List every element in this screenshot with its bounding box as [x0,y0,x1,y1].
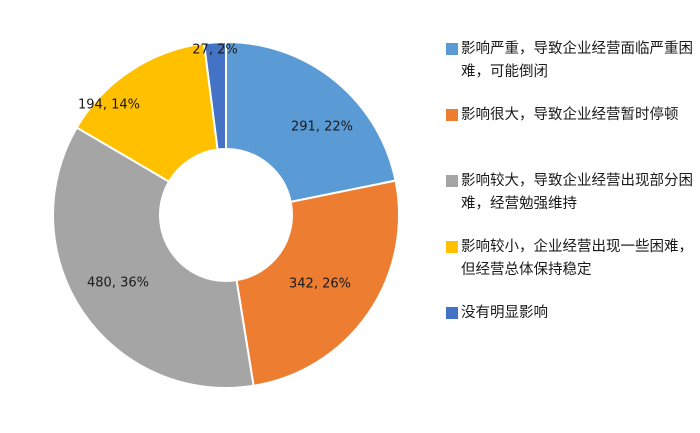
legend-item-5: 没有明显影响 [446,302,696,332]
donut-slice-2 [235,179,400,387]
slice-label-1: 291, 22% [291,120,353,135]
donut-slice-4 [75,42,219,184]
legend-swatch [446,175,458,187]
legend-swatch [446,43,458,55]
donut-slice-1 [225,40,397,204]
slice-labels: 291, 22% 342, 26% 480, 36% 194, 14% 27, 2% [78,43,353,292]
slice-label-5: 27, 2% [192,43,237,58]
legend-swatch [446,307,458,319]
slice-label-4: 194, 14% [78,98,140,113]
legend-swatch [446,109,458,121]
donut-slice-5 [202,40,227,151]
legend-label: 影响较大，导致企业经营出现部分困难，经营勉强维持 [461,173,693,212]
donut-slices [52,40,400,389]
legend-item-4: 影响较小，企业经营出现一些困难，但经营总体保持稳定 [446,236,696,302]
legend-label: 影响严重，导致企业经营面临严重困难，可能倒闭 [461,41,693,80]
slice-label-3: 480, 36% [87,276,149,291]
legend-item-1: 影响严重，导致企业经营面临严重困难，可能倒闭 [446,38,696,104]
legend-item-2: 影响很大，导致企业经营暂时停顿 [446,104,696,170]
legend-label: 影响较小，企业经营出现一些困难，但经营总体保持稳定 [461,239,693,278]
legend-item-3: 影响较大，导致企业经营出现部分困难，经营勉强维持 [446,170,696,236]
legend-swatch [446,241,458,253]
legend: 影响严重，导致企业经营面临严重困难，可能倒闭影响很大，导致企业经营暂时停顿影响较… [446,38,696,332]
legend-label: 影响很大，导致企业经营暂时停顿 [461,107,679,123]
legend-label: 没有明显影响 [461,305,548,321]
donut-slice-3 [52,126,255,389]
slice-label-2: 342, 26% [289,277,351,292]
